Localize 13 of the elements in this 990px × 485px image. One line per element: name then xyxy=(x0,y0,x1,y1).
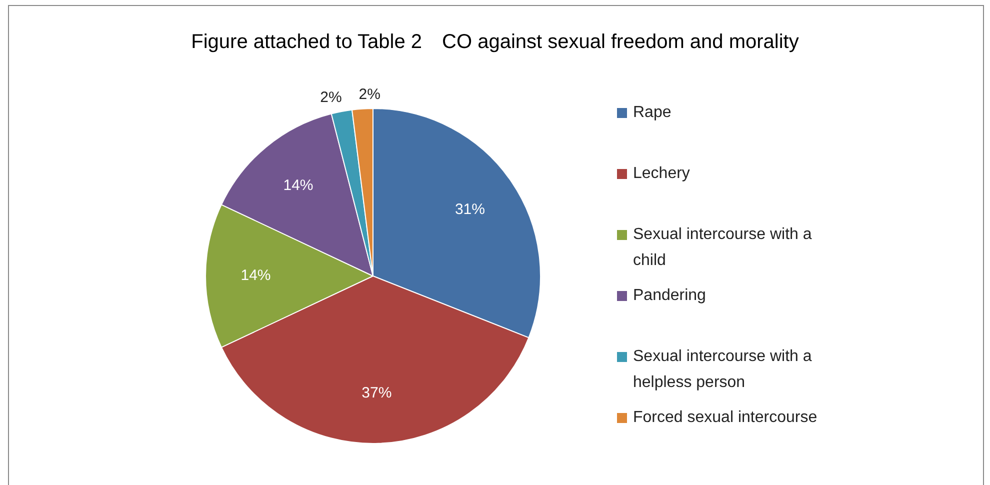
chart-title: Figure attached to Table 2 CO against sexual freedom and morality xyxy=(190,30,800,55)
data-label: 2% xyxy=(320,88,342,106)
data-label: 14% xyxy=(283,176,314,194)
legend-label: Sexual intercourse with a helpless person xyxy=(633,348,812,391)
legend-label: Forced sexual intercourse xyxy=(633,409,818,426)
legend-label: Lechery xyxy=(633,165,690,182)
legend-label: Rape xyxy=(633,104,672,121)
data-label: 31% xyxy=(454,201,485,218)
legend-label: Sexual intercourse with a child xyxy=(633,226,812,269)
legend-label: Pandering xyxy=(633,287,706,304)
data-label: 2% xyxy=(358,86,380,103)
data-label: 14% xyxy=(240,267,271,284)
data-label: 37% xyxy=(362,384,392,402)
